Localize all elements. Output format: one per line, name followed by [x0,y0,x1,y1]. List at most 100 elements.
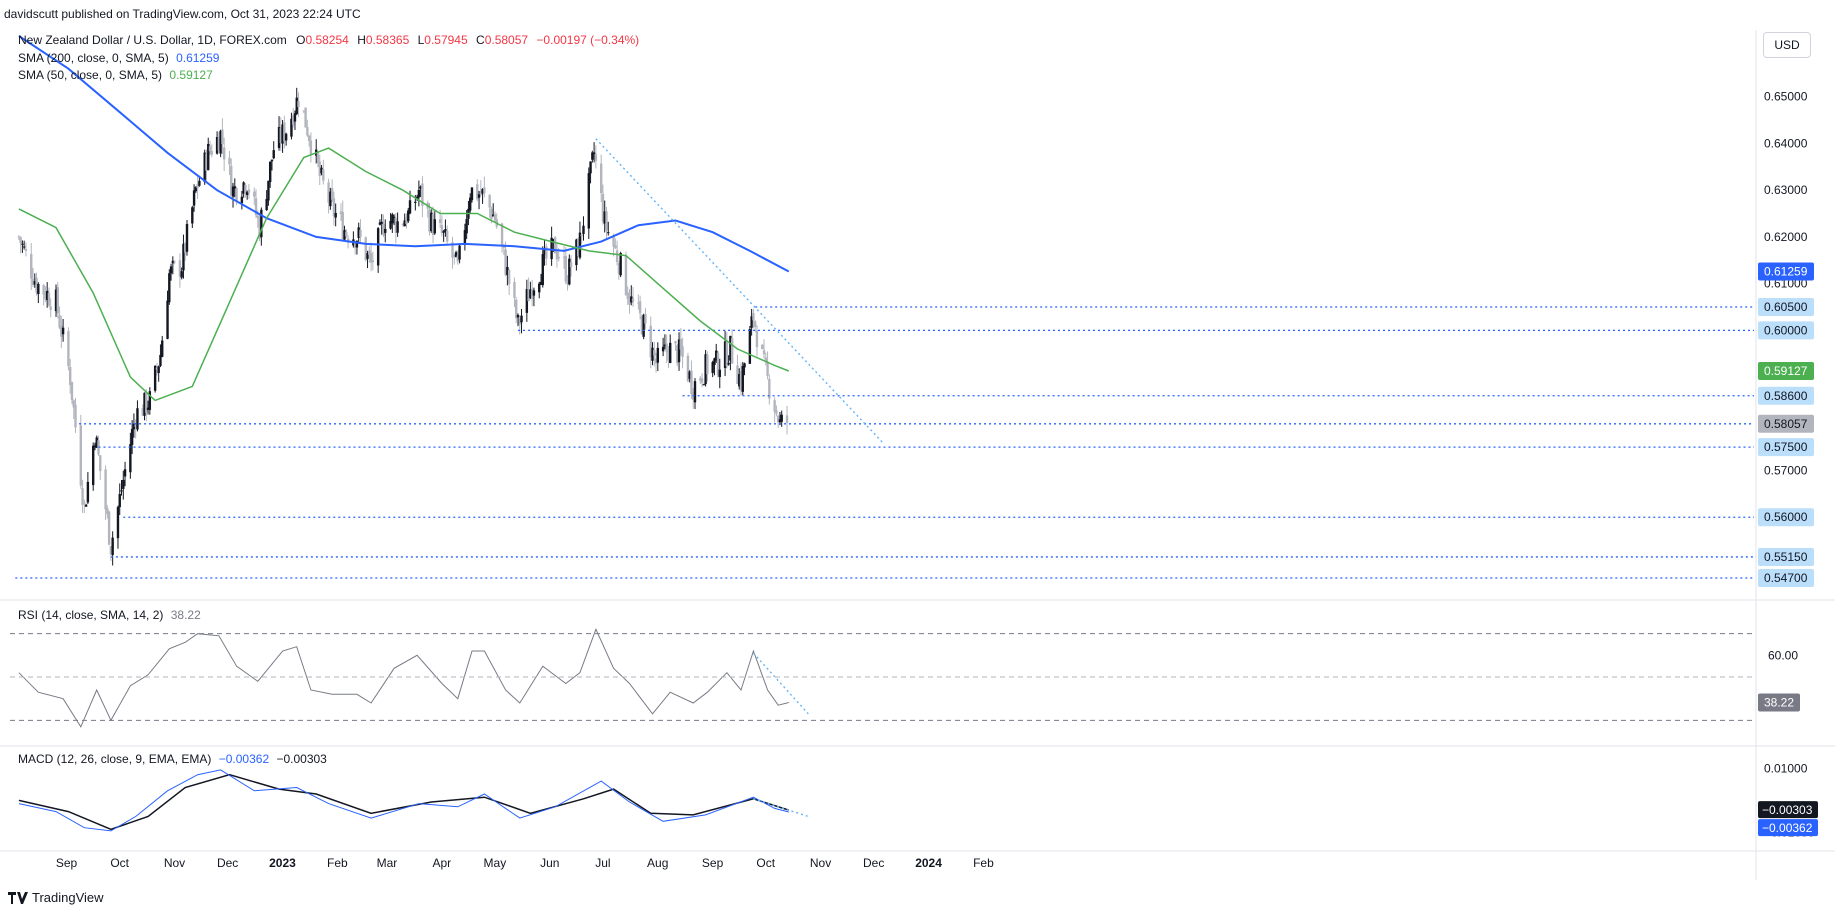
candle-body [469,197,472,211]
candle-body [555,251,559,260]
x-tick-label: Dec [217,856,238,870]
candle-body [631,298,635,302]
candle-body [378,222,382,225]
candle-body [265,198,268,211]
candle-body [430,212,433,232]
candle-body [688,371,691,379]
ohlc-close: 0.58057 [485,33,529,47]
tradingview-logo[interactable]: TradingView [8,890,104,905]
candle-body [30,253,33,279]
candle-body [637,302,640,304]
x-tick-label: Nov [164,856,185,870]
candle-body [359,229,362,238]
candle-body [713,358,716,365]
candle-body [60,325,63,337]
moving-averages [18,35,790,402]
rsi-legend[interactable]: RSI (14, close, SMA, 14, 2) 38.22 [18,608,201,622]
candle-body [642,314,645,337]
candle-body [84,504,88,507]
candle-body [143,392,146,416]
candle-body [368,250,371,255]
candle-body [490,208,493,220]
candle-body [553,237,557,254]
sma200-legend[interactable]: SMA (200, close, 0, SMA, 5) 0.61259 [18,51,220,65]
currency-button[interactable]: USD [1763,32,1811,58]
ohlc-o-label: O [296,33,305,47]
macd-signal-tag-label: −0.00303 [1762,803,1813,817]
sma200-legend-value: 0.61259 [176,51,220,65]
macd-y-tick-label: 0.01000 [1764,761,1808,775]
candle-body [123,469,127,477]
candle-body [615,250,619,262]
macd-legend[interactable]: MACD (12, 26, close, 9, EMA, EMA) −0.003… [18,752,327,766]
candle-body [81,488,84,505]
candle-body [58,315,61,328]
candle-body [454,252,458,258]
candle-body [235,188,238,202]
candle-body [773,400,776,412]
candle-body [730,338,734,364]
symbol-legend[interactable]: New Zealand Dollar / U.S. Dollar, 1D, FO… [18,33,639,47]
candle-body [258,217,261,239]
rsi-value-tag [1758,693,1800,712]
candle-body [221,129,224,145]
candle-body [141,408,144,416]
candle-body [617,263,621,274]
candle-body [384,228,387,233]
candle-body [157,366,160,374]
candle-body [304,107,307,128]
candle-body [761,344,764,350]
price-trendline [595,138,884,443]
candle-body [70,381,74,400]
x-tick-label: Jul [595,856,610,870]
candle-body [180,271,183,278]
candle-body [532,290,536,296]
ohlc-high: 0.58365 [366,33,410,47]
candle-body [433,219,436,234]
candle-body [626,292,629,300]
candle-body [191,207,194,224]
sma50-legend[interactable]: SMA (50, close, 0, SMA, 5) 0.59127 [18,68,213,82]
candle-body [173,261,176,263]
candle-body [451,242,454,258]
candle-body [493,214,497,221]
candle-body [366,253,369,259]
candle-body [545,246,548,259]
candle-body [159,354,162,366]
candle-body [638,301,642,314]
candle-body [61,327,65,335]
candle-body [515,299,518,319]
candle-body [624,255,628,295]
candle-body [776,415,780,423]
candle-body [456,255,460,262]
sma50-legend-label: SMA (50, close, 0, SMA, 5) [18,68,162,82]
candle-body [587,173,590,229]
macd-legend-value: −0.00362 [219,752,270,766]
candle-body [681,346,684,357]
candle-body [208,146,212,152]
candle-body [345,231,348,237]
rsi-trendline [752,652,809,715]
candle-body [690,370,693,394]
candle-body [182,243,185,271]
candle-body [676,345,679,364]
candle-body [277,127,281,149]
candle-body [663,344,667,347]
candle-body [247,189,251,193]
x-tick-label: Feb [327,856,348,870]
candle-body [552,239,555,242]
candle-body [780,414,783,422]
candle-body [725,341,729,367]
x-tick-label: Mar [377,856,398,870]
candle-body [33,281,36,285]
candle-body [736,365,739,384]
candle-body [479,190,483,195]
candle-body [24,248,28,251]
candle-body [109,546,113,555]
candle-body [134,424,137,428]
candle-body [270,159,274,162]
candle-body [302,110,306,112]
candle-body [525,289,529,313]
level-price-label: 0.57500 [1764,440,1808,454]
